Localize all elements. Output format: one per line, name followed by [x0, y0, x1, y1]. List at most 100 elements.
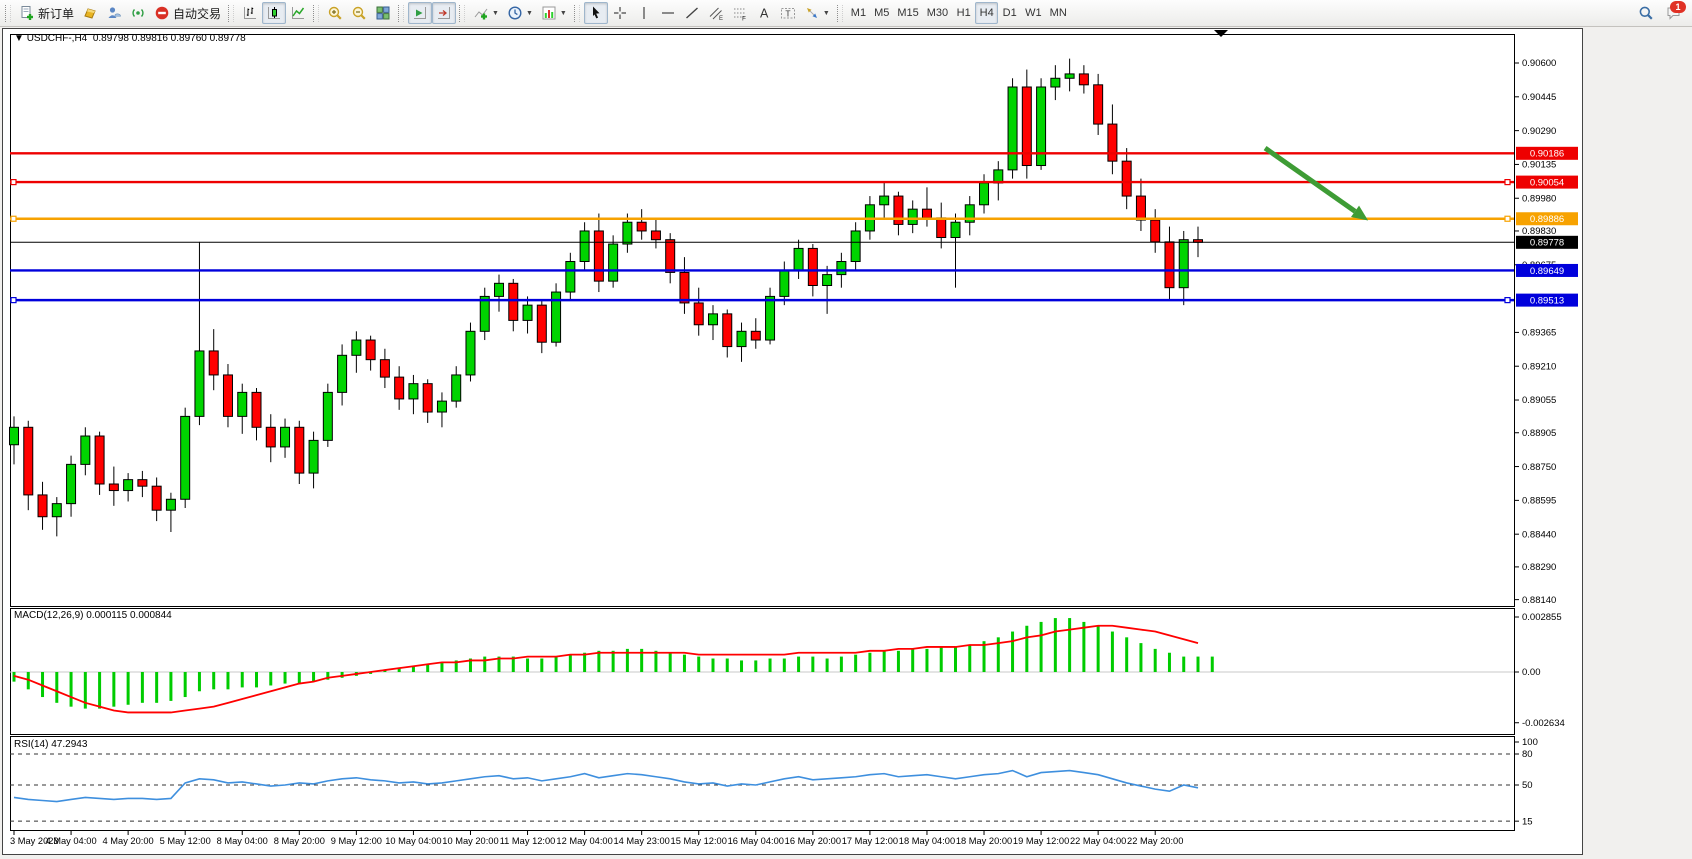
- periods-button[interactable]: ▼: [503, 2, 537, 24]
- price-axis-label: 0.88140: [1522, 595, 1556, 606]
- tf-w1-label: W1: [1025, 7, 1042, 19]
- vline-icon: [636, 5, 652, 21]
- candle-body: [565, 261, 576, 293]
- line-handle[interactable]: [1504, 179, 1511, 186]
- tf-m1[interactable]: M1: [847, 2, 870, 24]
- tf-m15[interactable]: M15: [893, 2, 922, 24]
- chevron-down-icon[interactable]: ▼: [492, 9, 499, 17]
- text-label-icon: T: [780, 5, 796, 21]
- candle-body: [265, 426, 276, 448]
- chart-canvas[interactable]: 0.90600 0.90445 0.90290 0.90135 0.89980 0.898…: [2, 28, 1584, 856]
- rsi-axis-label: 80: [1522, 749, 1533, 760]
- line-handle[interactable]: [10, 179, 17, 186]
- arrow-annotation[interactable]: [1263, 146, 1357, 214]
- tf-h1-label: H1: [956, 7, 971, 19]
- price-axis-label: 0.90445: [1522, 92, 1556, 103]
- bar-chart-button[interactable]: [238, 2, 262, 24]
- candles: [9, 58, 1203, 537]
- candle-body: [736, 330, 747, 348]
- candle-body: [979, 182, 990, 206]
- indicators-button[interactable]: ▼: [469, 2, 503, 24]
- price-axis-label: 0.89980: [1522, 193, 1556, 204]
- new-order-button[interactable]: 新订单: [15, 2, 78, 24]
- chevron-down-icon[interactable]: ▼: [559, 9, 567, 17]
- zoom-in-icon: [327, 5, 343, 21]
- candle-body: [650, 230, 661, 241]
- zoom-out-button[interactable]: [347, 2, 371, 24]
- candle-body: [1164, 241, 1175, 289]
- rsi-axis-label: 15: [1522, 816, 1533, 827]
- text-label-button[interactable]: T: [776, 2, 800, 24]
- search-button[interactable]: [1634, 2, 1658, 24]
- candle-body: [394, 376, 405, 400]
- tf-w1[interactable]: W1: [1021, 2, 1046, 24]
- price-badge-text: 0.90186: [1530, 149, 1564, 160]
- time-axis-label: 18 May 20:00: [956, 836, 1012, 846]
- time-axis-label: 8 May 04:00: [217, 836, 268, 846]
- clock-icon: [507, 5, 523, 21]
- tf-m5[interactable]: M5: [870, 2, 893, 24]
- candle-body: [408, 383, 419, 400]
- time-axis-label: 11 May 12:00: [500, 836, 556, 846]
- time-axis-label: 8 May 20:00: [274, 836, 325, 846]
- candle-body: [365, 339, 376, 361]
- arrows-button[interactable]: ▼: [800, 2, 834, 24]
- tf-d1-label: D1: [1002, 7, 1017, 19]
- linechart-icon: [290, 5, 306, 21]
- autotrading-button[interactable]: 自动交易: [150, 2, 225, 24]
- time-axis-label: 5 May 12:00: [160, 836, 211, 846]
- candle-body: [322, 391, 333, 441]
- horizontal-line-button[interactable]: [656, 2, 680, 24]
- line-handle[interactable]: [10, 297, 17, 304]
- price-axis-label: 0.90135: [1522, 160, 1556, 171]
- tf-m30[interactable]: M30: [923, 2, 952, 24]
- templates-button[interactable]: ▼: [537, 2, 571, 24]
- tf-m15-label: M15: [897, 7, 919, 19]
- gold-button[interactable]: [78, 2, 102, 24]
- time-axis-label: 16 May 04:00: [728, 836, 784, 846]
- tf-mn[interactable]: MN: [1046, 2, 1071, 24]
- notifications-button[interactable]: 1: [1662, 1, 1686, 24]
- person-cloud-icon: [106, 5, 122, 21]
- price-axis[interactable]: 0.90600 0.90445 0.90290 0.90135 0.89980 0.898…: [1514, 58, 1578, 827]
- chevron-down-icon[interactable]: ▼: [525, 9, 533, 17]
- tf-d1[interactable]: D1: [998, 2, 1021, 24]
- line-handle[interactable]: [1504, 215, 1511, 222]
- price-axis-label: 0.88750: [1522, 462, 1556, 473]
- candle-body: [494, 282, 505, 297]
- line-handle[interactable]: [10, 215, 17, 222]
- trend-icon: [684, 5, 700, 21]
- chart-shift-button[interactable]: [432, 2, 457, 24]
- signals-button[interactable]: [126, 2, 150, 24]
- tf-h1[interactable]: H1: [952, 2, 975, 24]
- arrow-annotation-head[interactable]: [1350, 205, 1369, 221]
- line-chart-button[interactable]: [286, 2, 310, 24]
- tf-mn-label: MN: [1049, 7, 1067, 19]
- zoom-in-button[interactable]: [323, 2, 347, 24]
- tf-h4[interactable]: H4: [975, 2, 999, 24]
- community-button[interactable]: [102, 2, 126, 24]
- candle-body: [1135, 195, 1146, 221]
- candle-body: [964, 204, 975, 223]
- candle-body: [422, 383, 433, 413]
- time-axis-label: 14 May 23:00: [613, 836, 669, 846]
- chevron-down-icon[interactable]: ▼: [822, 9, 830, 17]
- crosshair-button[interactable]: [608, 2, 632, 24]
- equidistant-channel-button[interactable]: E: [704, 2, 728, 24]
- candlestick-chart-button[interactable]: [262, 2, 287, 24]
- auto-scroll-button[interactable]: [408, 2, 433, 24]
- candle-body: [208, 350, 219, 376]
- vertical-line-button[interactable]: [632, 2, 656, 24]
- tile-windows-button[interactable]: [371, 2, 395, 24]
- text-a-icon: A: [756, 5, 772, 21]
- line-handle[interactable]: [1504, 297, 1511, 304]
- doc-plus-icon: [19, 5, 35, 21]
- text-button[interactable]: A: [752, 2, 776, 24]
- candle-icon: [266, 5, 282, 21]
- trendline-button[interactable]: [680, 2, 704, 24]
- cursor-button[interactable]: [583, 2, 608, 24]
- fibonacci-button[interactable]: F: [728, 2, 752, 24]
- rsi-axis-label: 100: [1522, 737, 1538, 748]
- price-panel[interactable]: [10, 34, 1515, 607]
